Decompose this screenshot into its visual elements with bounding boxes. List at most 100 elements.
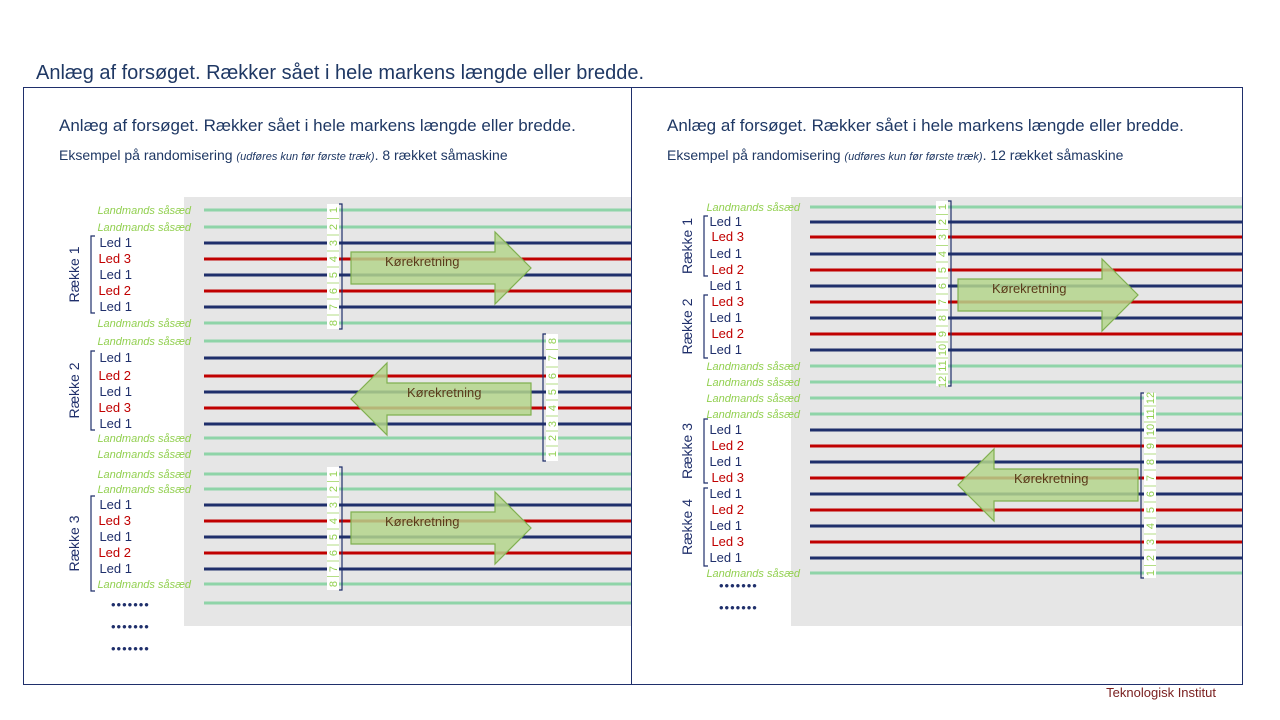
treatment-row-label: Led 1	[709, 246, 742, 261]
left-numbers-3-strip	[327, 467, 339, 590]
left-numbers-1-bracket	[339, 203, 343, 330]
continuation-dots: •••••••	[719, 600, 758, 615]
right-numbers-2-number: 1	[1145, 570, 1157, 576]
treatment-row-label: Led 1	[99, 497, 132, 512]
direction-arrow-2-label: Kørekretning	[1014, 471, 1088, 486]
continuation-dots: •••••••	[111, 597, 150, 612]
right-numbers-2-number: 10	[1145, 424, 1157, 436]
right-numbers-1-number: 9	[937, 331, 949, 337]
direction-arrow-2	[957, 447, 1139, 523]
right-subtitle-main: Eksempel på randomisering	[667, 147, 841, 163]
right-subtitle-end: . 12 rækket såmaskine	[982, 147, 1124, 163]
left-panel-subtitle: Eksempel på randomisering (udføres kun f…	[59, 147, 508, 163]
page-title: Anlæg af forsøget. Rækker sået i hele ma…	[36, 62, 645, 84]
treatment-row-label: Led 1	[99, 561, 132, 576]
treatment-row-label: Led 1	[99, 299, 132, 314]
group-3-label: Række 3	[66, 515, 82, 571]
treatment-row-label: Led 1	[99, 350, 132, 365]
field-background	[791, 197, 1242, 626]
left-numbers-1-number: 1	[328, 207, 340, 213]
treatment-row-label: Led 1	[709, 486, 742, 501]
right-numbers-1-number: 10	[937, 344, 949, 356]
left-numbers-1-number: 8	[328, 320, 340, 326]
right-numbers-1-bracket	[948, 200, 952, 387]
right-numbers-1-number: 7	[937, 299, 949, 305]
group-1-label: Række 1	[679, 218, 695, 274]
left-numbers-2-number: 1	[547, 451, 559, 457]
right-numbers-2-number: 6	[1145, 491, 1157, 497]
group-2-bracket	[90, 350, 95, 431]
direction-arrow-1-label: Kørekretning	[992, 281, 1066, 296]
right-numbers-2-strip	[1144, 393, 1156, 578]
left-subtitle-italic: (udføres kun før første træk)	[236, 151, 375, 163]
guard-row-label: Landmands såsæd	[706, 393, 800, 405]
guard-row-label: Landmands såsæd	[97, 318, 191, 330]
left-numbers-2-number: 8	[547, 338, 559, 344]
left-numbers-2-strip	[546, 334, 558, 461]
right-numbers-2-number: 9	[1145, 443, 1157, 449]
direction-arrow-2	[350, 361, 532, 437]
treatment-row-label: Led 1	[709, 550, 742, 565]
guard-row-label: Landmands såsæd	[97, 449, 191, 461]
guard-row-label: Landmands såsæd	[97, 205, 191, 217]
right-numbers-1-number: 4	[937, 251, 949, 257]
guard-row-label: Landmands såsæd	[97, 433, 191, 445]
treatment-row-label: Led 1	[99, 267, 132, 282]
group-3-bracket	[703, 418, 708, 484]
right-numbers-1-number: 1	[937, 204, 949, 210]
treatment-row-label: Led 1	[709, 422, 742, 437]
right-numbers-1-number: 11	[937, 360, 949, 371]
left-numbers-3-number: 7	[328, 566, 340, 572]
group-4-bracket	[703, 487, 708, 567]
right-numbers-1-number: 12	[937, 376, 949, 388]
group-2-label: Række 2	[679, 298, 695, 354]
left-numbers-2-number: 5	[547, 389, 559, 395]
group-1-label: Række 1	[66, 246, 82, 302]
group-4-label: Række 4	[679, 499, 695, 555]
treatment-row-label: Led 3	[711, 229, 744, 244]
footer-brand: Teknologisk Institut	[1106, 685, 1216, 700]
right-numbers-2-number: 12	[1145, 392, 1157, 404]
group-2-bracket	[703, 294, 708, 359]
left-numbers-1-number: 4	[328, 256, 340, 262]
treatment-row-label: Led 2	[711, 438, 744, 453]
group-3-label: Række 3	[679, 423, 695, 479]
left-numbers-1-number: 3	[328, 240, 340, 246]
left-numbers-3-number: 3	[328, 502, 340, 508]
group-3-bracket	[90, 495, 95, 592]
guard-row-label: Landmands såsæd	[706, 202, 800, 214]
treatment-row-label: Led 3	[98, 251, 131, 266]
right-numbers-1-strip	[936, 201, 948, 386]
treatment-row-label: Led 1	[99, 416, 132, 431]
left-numbers-3-number: 2	[328, 486, 340, 492]
left-numbers-3-number: 4	[328, 518, 340, 524]
right-panel-title: Anlæg af forsøget. Rækker sået i hele ma…	[667, 116, 1184, 135]
guard-row-label: Landmands såsæd	[97, 484, 191, 496]
treatment-row-label: Led 1	[709, 342, 742, 357]
treatment-row-label: Led 3	[98, 400, 131, 415]
continuation-dots: •••••••	[111, 619, 150, 634]
direction-arrow-1-label: Kørekretning	[385, 254, 459, 269]
right-numbers-2-number: 2	[1145, 555, 1157, 561]
right-numbers-1-number: 2	[937, 219, 949, 225]
left-numbers-1-number: 2	[328, 224, 340, 230]
right-numbers-2-number: 11	[1145, 408, 1157, 419]
continuation-dots: •••••••	[111, 641, 150, 656]
left-numbers-3-bracket	[339, 466, 343, 591]
treatment-row-label: Led 3	[711, 470, 744, 485]
left-numbers-2-bracket	[542, 333, 546, 462]
direction-arrow-2-label: Kørekretning	[407, 385, 481, 400]
group-1-bracket	[90, 235, 95, 314]
right-numbers-1-number: 8	[937, 315, 949, 321]
left-subtitle-main: Eksempel på randomisering	[59, 147, 233, 163]
right-numbers-1-number: 3	[937, 234, 949, 240]
treatment-row-label: Led 1	[99, 529, 132, 544]
left-numbers-1-number: 7	[328, 304, 340, 310]
left-numbers-3-number: 6	[328, 550, 340, 556]
treatment-row-label: Led 3	[711, 534, 744, 549]
direction-arrow-3-label: Kørekretning	[385, 514, 459, 529]
direction-arrow-1	[957, 257, 1139, 333]
treatment-row-label: Led 1	[709, 214, 742, 229]
right-numbers-2-number: 3	[1145, 539, 1157, 545]
